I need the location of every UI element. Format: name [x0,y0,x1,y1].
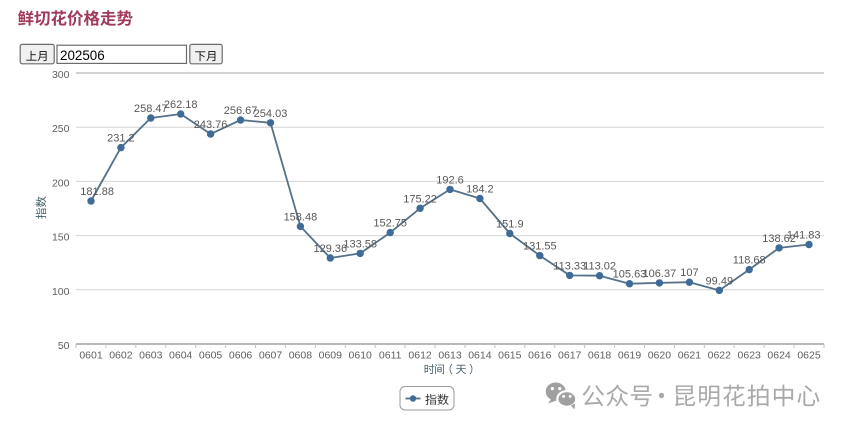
svg-text:0604: 0604 [169,350,193,362]
svg-text:50: 50 [58,340,70,352]
svg-text:0621: 0621 [678,350,702,362]
svg-text:0624: 0624 [767,350,791,362]
svg-text:192.6: 192.6 [436,174,464,186]
svg-text:0617: 0617 [558,350,582,362]
svg-text:107: 107 [680,267,698,279]
svg-text:181.88: 181.88 [80,186,114,198]
svg-text:300: 300 [52,69,70,81]
svg-text:0622: 0622 [708,350,732,362]
svg-text:0605: 0605 [199,350,223,362]
svg-text:175.22: 175.22 [403,193,437,205]
svg-text:256.67: 256.67 [224,105,258,117]
svg-text:0607: 0607 [259,350,283,362]
svg-text:118.68: 118.68 [733,255,766,267]
svg-text:184.2: 184.2 [466,184,494,196]
svg-text:0610: 0610 [349,350,373,362]
svg-text:0613: 0613 [438,350,462,362]
svg-text:100: 100 [52,286,70,298]
svg-text:0601: 0601 [79,350,103,362]
svg-text:131.55: 131.55 [523,241,557,253]
svg-text:141.83: 141.83 [787,230,821,242]
svg-text:262.18: 262.18 [164,99,198,111]
svg-text:0623: 0623 [738,350,762,362]
svg-text:0619: 0619 [618,350,642,362]
svg-text:202506: 202506 [60,48,105,63]
svg-text:99.49: 99.49 [706,275,734,287]
svg-text:0616: 0616 [528,350,552,362]
svg-text:113.02: 113.02 [583,261,616,273]
svg-text:105.63: 105.63 [613,269,647,281]
svg-text:258.47: 258.47 [134,103,168,115]
svg-text:0606: 0606 [229,350,253,362]
svg-text:0602: 0602 [109,350,133,362]
svg-text:0608: 0608 [289,350,313,362]
svg-text:0615: 0615 [498,350,522,362]
svg-text:113.33: 113.33 [553,260,586,272]
svg-text:200: 200 [52,177,70,189]
svg-text:129.36: 129.36 [313,243,347,255]
svg-text:0618: 0618 [588,350,612,362]
svg-text:151.9: 151.9 [496,219,524,231]
svg-text:150: 150 [52,232,70,244]
svg-text:0612: 0612 [408,350,432,362]
svg-text:0603: 0603 [139,350,163,362]
svg-text:231.2: 231.2 [107,133,135,145]
svg-text:0614: 0614 [468,350,492,362]
svg-text:0611: 0611 [379,350,402,362]
svg-text:152.75: 152.75 [373,218,407,230]
svg-text:0609: 0609 [319,350,343,362]
svg-text:106.37: 106.37 [643,268,677,280]
svg-text:254.03: 254.03 [254,108,288,120]
svg-text:133.58: 133.58 [343,238,377,250]
svg-text:158.48: 158.48 [284,211,318,223]
svg-text:250: 250 [52,123,70,135]
svg-text:138.62: 138.62 [762,233,796,245]
svg-text:0625: 0625 [797,350,821,362]
svg-text:0620: 0620 [648,350,672,362]
svg-text:243.76: 243.76 [194,119,228,131]
